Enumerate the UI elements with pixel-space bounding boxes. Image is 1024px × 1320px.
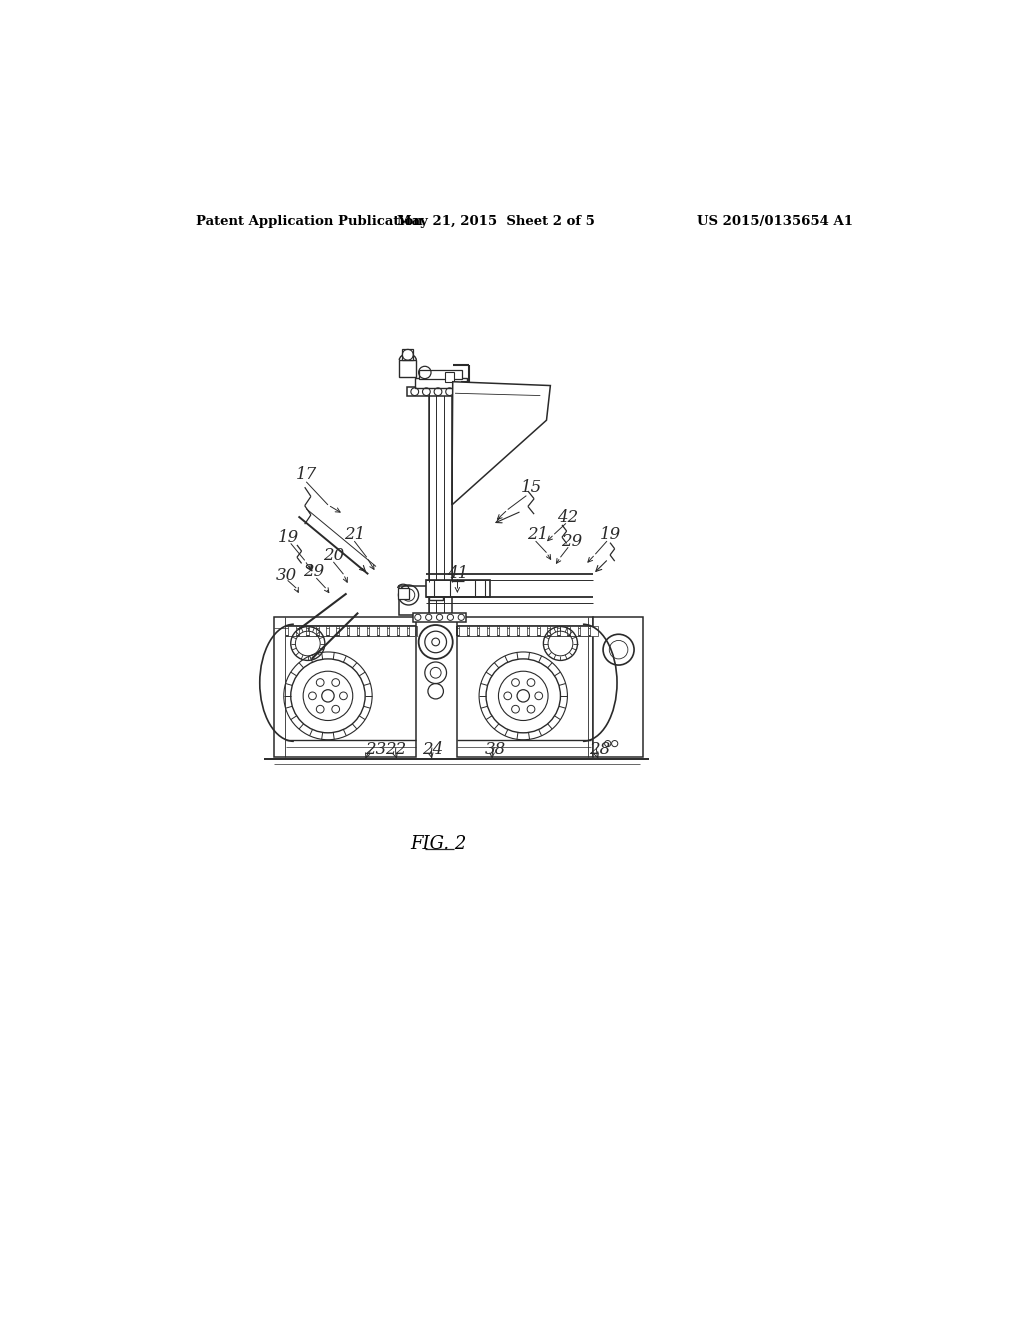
- Text: 21: 21: [526, 525, 548, 543]
- Text: 17: 17: [296, 466, 316, 483]
- Bar: [402, 350, 414, 360]
- Bar: [590, 626, 598, 636]
- Circle shape: [322, 690, 334, 702]
- Circle shape: [517, 690, 529, 702]
- Bar: [329, 626, 337, 636]
- Bar: [359, 626, 367, 636]
- Text: 28: 28: [589, 742, 610, 758]
- Bar: [429, 586, 443, 599]
- Bar: [429, 393, 452, 616]
- Polygon shape: [452, 381, 550, 506]
- Bar: [414, 612, 466, 622]
- Text: 29: 29: [303, 564, 325, 581]
- Bar: [407, 387, 474, 396]
- Bar: [419, 370, 462, 379]
- Text: FIG. 2: FIG. 2: [410, 834, 466, 853]
- Text: 15: 15: [520, 479, 542, 496]
- Bar: [529, 626, 538, 636]
- Bar: [509, 626, 517, 636]
- Bar: [339, 626, 346, 636]
- Bar: [426, 581, 489, 598]
- Bar: [560, 626, 567, 636]
- Bar: [540, 626, 547, 636]
- Bar: [389, 626, 397, 636]
- Bar: [299, 626, 306, 636]
- Bar: [550, 626, 557, 636]
- Bar: [415, 378, 467, 388]
- Bar: [289, 626, 296, 636]
- Bar: [500, 626, 507, 636]
- Text: 42: 42: [557, 508, 579, 525]
- Bar: [397, 589, 409, 599]
- Text: 23: 23: [366, 742, 387, 758]
- Bar: [273, 616, 416, 756]
- Bar: [410, 626, 417, 636]
- Text: 24: 24: [422, 742, 443, 758]
- Bar: [445, 372, 455, 381]
- Bar: [593, 616, 643, 756]
- Text: 41: 41: [446, 565, 468, 582]
- Bar: [489, 626, 497, 636]
- Text: 19: 19: [599, 525, 621, 543]
- Text: 19: 19: [278, 529, 299, 545]
- Bar: [349, 626, 356, 636]
- Bar: [519, 626, 527, 636]
- Text: 29: 29: [561, 533, 582, 550]
- Bar: [399, 626, 407, 636]
- Text: May 21, 2015  Sheet 2 of 5: May 21, 2015 Sheet 2 of 5: [397, 215, 595, 228]
- Bar: [318, 626, 327, 636]
- Text: 30: 30: [276, 568, 298, 585]
- Bar: [369, 626, 377, 636]
- Bar: [458, 616, 593, 756]
- Text: 38: 38: [484, 742, 506, 758]
- Bar: [479, 626, 486, 636]
- Bar: [308, 626, 316, 636]
- Bar: [399, 360, 417, 378]
- Text: 21: 21: [344, 525, 365, 543]
- Bar: [580, 626, 588, 636]
- Text: US 2015/0135654 A1: US 2015/0135654 A1: [696, 215, 853, 228]
- Text: 22: 22: [385, 742, 407, 758]
- Bar: [379, 626, 387, 636]
- Bar: [469, 626, 477, 636]
- Text: 20: 20: [323, 548, 344, 564]
- Bar: [399, 586, 429, 615]
- Bar: [569, 626, 578, 636]
- Text: Patent Application Publication: Patent Application Publication: [197, 215, 423, 228]
- Bar: [459, 626, 467, 636]
